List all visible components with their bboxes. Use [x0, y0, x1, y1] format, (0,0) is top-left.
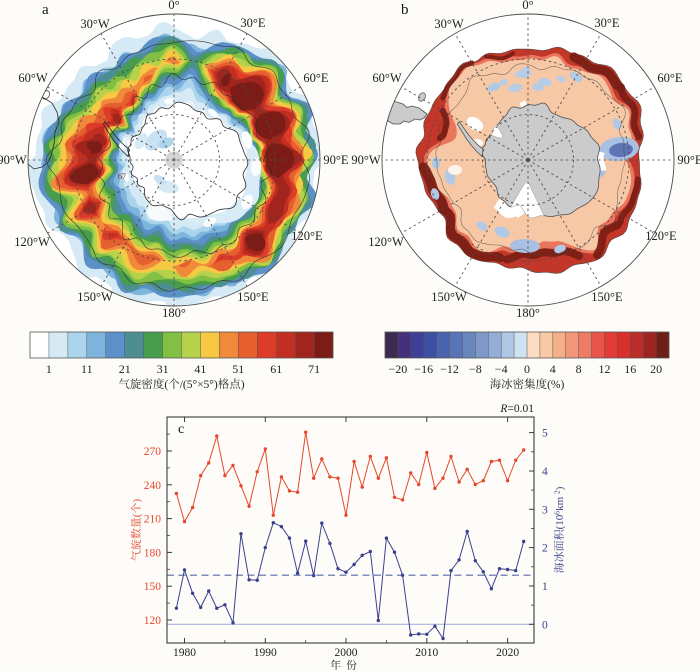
svg-text:150°E: 150°E — [237, 290, 269, 304]
svg-text:21: 21 — [119, 362, 131, 376]
svg-text:1980: 1980 — [173, 647, 196, 659]
svg-text:R=0.01: R=0.01 — [499, 403, 534, 415]
svg-text:31: 31 — [157, 362, 169, 376]
svg-text:1: 1 — [46, 362, 52, 376]
svg-text:150°W: 150°W — [431, 290, 467, 304]
svg-text:90°W: 90°W — [0, 153, 27, 167]
svg-text:61: 61 — [270, 362, 282, 376]
svg-text:67: 67 — [118, 172, 126, 181]
svg-text:0: 0 — [524, 362, 530, 376]
svg-text:/(5°×5°): /(5°×5°) — [180, 379, 218, 391]
svg-text:0°: 0° — [168, 0, 179, 12]
svg-text:−8: −8 — [469, 362, 482, 376]
svg-text:2000: 2000 — [335, 647, 358, 659]
svg-text:90°W: 90°W — [351, 153, 380, 167]
svg-text:30°E: 30°E — [240, 16, 265, 30]
svg-text:3: 3 — [542, 504, 548, 516]
svg-text:c: c — [178, 422, 184, 437]
svg-text:90°E: 90°E — [323, 153, 348, 167]
svg-text:12: 12 — [599, 362, 611, 376]
svg-text:120°E: 120°E — [645, 229, 677, 243]
svg-text:71: 71 — [308, 362, 320, 376]
svg-text:(10: (10 — [554, 514, 566, 529]
svg-text:65: 65 — [260, 155, 268, 164]
svg-text:−4: −4 — [495, 362, 508, 376]
svg-text:a: a — [42, 2, 49, 18]
svg-text:60°E: 60°E — [303, 71, 328, 85]
svg-text:11: 11 — [81, 362, 93, 376]
svg-text:16: 16 — [624, 362, 636, 376]
svg-text:8: 8 — [576, 362, 582, 376]
svg-text:30°W: 30°W — [434, 17, 463, 31]
svg-text:5: 5 — [542, 428, 548, 440]
svg-text:30°W: 30°W — [80, 17, 109, 31]
svg-text:2010: 2010 — [415, 647, 438, 659]
svg-text:0: 0 — [542, 619, 548, 631]
svg-text:): ) — [241, 379, 245, 391]
svg-text:0°: 0° — [522, 0, 533, 12]
svg-text:2: 2 — [542, 543, 548, 555]
svg-text:180°: 180° — [162, 306, 186, 320]
svg-text:60°W: 60°W — [18, 71, 47, 85]
svg-text:): ) — [554, 486, 566, 490]
svg-text:2020: 2020 — [496, 647, 519, 659]
svg-text:150: 150 — [144, 581, 162, 593]
svg-text:(%): (%) — [547, 379, 564, 391]
svg-text:120°E: 120°E — [291, 229, 323, 243]
svg-text:90°E: 90°E — [677, 153, 700, 167]
svg-text:b: b — [401, 2, 409, 18]
svg-text:4: 4 — [542, 466, 548, 478]
svg-text:240: 240 — [144, 480, 162, 492]
svg-text:60°E: 60°E — [657, 71, 682, 85]
svg-text:6: 6 — [553, 511, 562, 515]
svg-text:(: ( — [164, 379, 168, 391]
svg-text:(: ( — [131, 513, 143, 517]
svg-text:1: 1 — [542, 581, 548, 593]
svg-text:4: 4 — [550, 362, 556, 376]
svg-text:60°W: 60°W — [372, 71, 401, 85]
svg-text:2: 2 — [553, 490, 562, 494]
svg-text:51: 51 — [232, 362, 244, 376]
svg-text:−20: −20 — [389, 362, 408, 376]
svg-text:120°W: 120°W — [368, 235, 404, 249]
svg-text:270: 270 — [144, 446, 162, 458]
svg-text:20: 20 — [650, 362, 662, 376]
svg-text:1990: 1990 — [254, 647, 277, 659]
svg-text:41: 41 — [194, 362, 206, 376]
svg-text:30°E: 30°E — [594, 16, 619, 30]
svg-text:180: 180 — [144, 547, 162, 559]
svg-text:150°E: 150°E — [591, 290, 623, 304]
svg-text:120°W: 120°W — [14, 235, 50, 249]
svg-text:180°: 180° — [516, 306, 540, 320]
svg-text:150°W: 150°W — [77, 290, 113, 304]
svg-text:): ) — [131, 499, 143, 503]
svg-text:km: km — [554, 496, 566, 511]
svg-text:−12: −12 — [440, 362, 459, 376]
svg-text:−16: −16 — [414, 362, 433, 376]
svg-text:210: 210 — [144, 514, 162, 526]
svg-text:120: 120 — [144, 615, 162, 627]
